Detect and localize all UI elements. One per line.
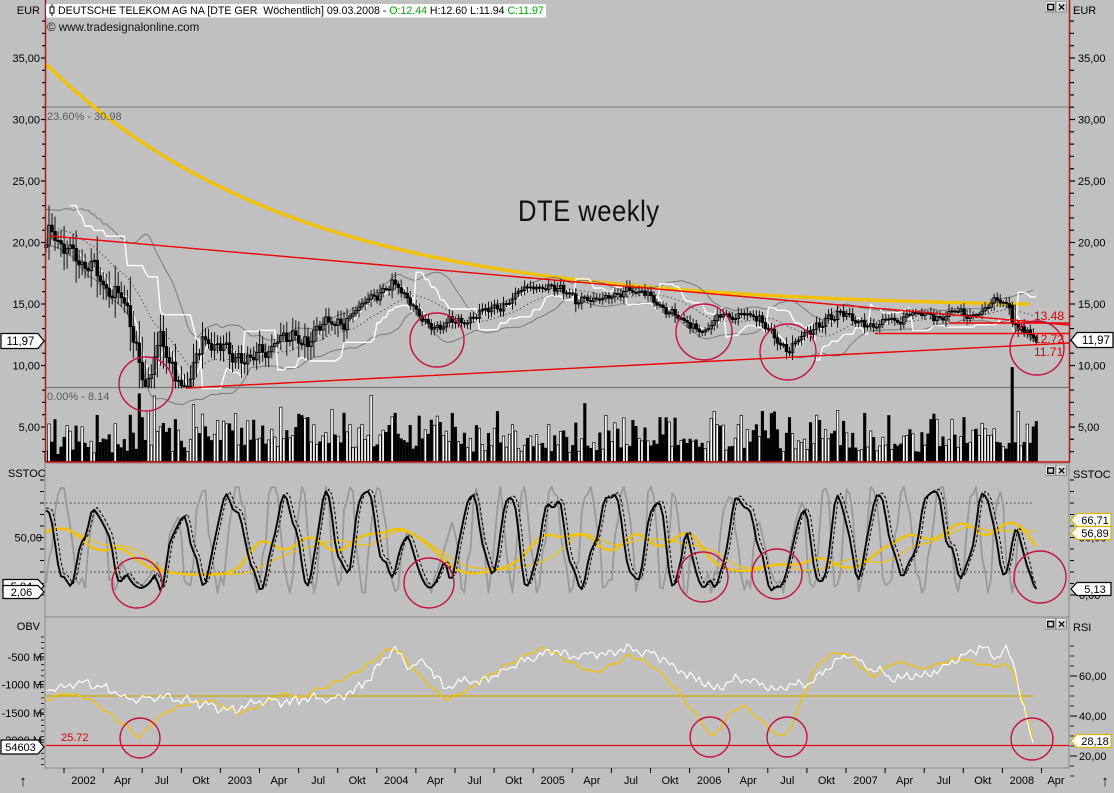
svg-text:© www.tradesignalonline.com: © www.tradesignalonline.com	[47, 21, 199, 34]
svg-text:15,00: 15,00	[12, 299, 40, 311]
svg-text:11,97: 11,97	[1082, 335, 1110, 347]
svg-text:Okt: Okt	[192, 775, 209, 787]
svg-text:EUR: EUR	[1073, 5, 1096, 17]
svg-text:23.60% - 30.98: 23.60% - 30.98	[47, 111, 122, 123]
svg-text:DTE weekly: DTE weekly	[518, 194, 660, 227]
svg-text:28,18: 28,18	[1081, 736, 1109, 748]
svg-text:2006: 2006	[697, 775, 721, 787]
svg-text:Apr: Apr	[270, 775, 287, 787]
svg-text:50,00: 50,00	[14, 533, 42, 545]
svg-text:5,00: 5,00	[1078, 422, 1099, 434]
svg-text:SSTOC: SSTOC	[1073, 469, 1111, 481]
svg-text:DEUTSCHE TELEKOM AG NA [DTE GE: DEUTSCHE TELEKOM AG NA [DTE GER Wöchentl…	[58, 5, 544, 17]
svg-text:30,00: 30,00	[12, 115, 40, 127]
svg-text:12.72: 12.72	[1034, 332, 1064, 346]
svg-text:11.71: 11.71	[1034, 345, 1063, 359]
svg-text:Okt: Okt	[818, 775, 835, 787]
svg-text:EUR: EUR	[17, 5, 40, 17]
svg-text:↑: ↑	[1101, 773, 1109, 788]
svg-text:54603: 54603	[5, 742, 36, 754]
svg-text:Apr: Apr	[896, 775, 913, 787]
svg-text:Apr: Apr	[114, 775, 131, 787]
svg-text:Apr: Apr	[1047, 775, 1064, 787]
svg-text:25.72: 25.72	[61, 732, 89, 744]
svg-text:10,00: 10,00	[1078, 361, 1106, 373]
svg-text:-500 M: -500 M	[8, 652, 42, 664]
svg-text:Jul: Jul	[311, 775, 325, 787]
svg-text:2007: 2007	[853, 775, 877, 787]
svg-text:SSTOC: SSTOC	[8, 468, 46, 480]
svg-text:↑: ↑	[19, 773, 27, 788]
svg-text:2005: 2005	[540, 775, 564, 787]
svg-text:35,00: 35,00	[1078, 53, 1106, 65]
svg-text:13.48: 13.48	[1034, 309, 1064, 323]
svg-text:Jul: Jul	[937, 775, 951, 787]
svg-text:66,71: 66,71	[1081, 515, 1109, 527]
svg-text:2004: 2004	[384, 775, 408, 787]
svg-text:20,00: 20,00	[1078, 238, 1106, 250]
svg-text:5,13: 5,13	[1084, 584, 1105, 596]
svg-text:-1000 M: -1000 M	[2, 680, 42, 692]
svg-text:2,06: 2,06	[11, 587, 32, 599]
svg-text:30,00: 30,00	[1078, 115, 1106, 127]
svg-text:2003: 2003	[228, 775, 252, 787]
svg-text:Jul: Jul	[467, 775, 481, 787]
svg-text:15,00: 15,00	[1078, 299, 1106, 311]
svg-text:0.00% - 8.14: 0.00% - 8.14	[47, 391, 109, 403]
svg-text:20,00: 20,00	[1079, 751, 1107, 763]
svg-text:Okt: Okt	[349, 775, 366, 787]
svg-text:2008: 2008	[1010, 775, 1034, 787]
svg-text:Apr: Apr	[427, 775, 444, 787]
svg-text:5,00: 5,00	[19, 422, 40, 434]
svg-text:35,00: 35,00	[12, 53, 40, 65]
svg-text:20,00: 20,00	[12, 238, 40, 250]
svg-text:10,00: 10,00	[12, 361, 40, 373]
svg-text:Okt: Okt	[505, 775, 522, 787]
svg-text:-1500 M: -1500 M	[2, 708, 42, 720]
svg-text:Okt: Okt	[974, 775, 991, 787]
svg-text:Jul: Jul	[155, 775, 169, 787]
svg-text:RSI: RSI	[1073, 622, 1091, 634]
svg-text:11,97: 11,97	[7, 336, 35, 348]
svg-text:25,00: 25,00	[12, 176, 40, 188]
svg-text:Jul: Jul	[624, 775, 638, 787]
svg-text:56,89: 56,89	[1081, 528, 1109, 540]
svg-text:Apr: Apr	[740, 775, 757, 787]
svg-text:Apr: Apr	[583, 775, 600, 787]
svg-text:25,00: 25,00	[1078, 176, 1106, 188]
svg-text:OBV: OBV	[17, 621, 41, 633]
svg-text:2002: 2002	[71, 775, 95, 787]
svg-text:Jul: Jul	[780, 775, 794, 787]
svg-text:60,00: 60,00	[1079, 671, 1107, 683]
svg-text:40,00: 40,00	[1079, 711, 1107, 723]
svg-text:Okt: Okt	[661, 775, 678, 787]
